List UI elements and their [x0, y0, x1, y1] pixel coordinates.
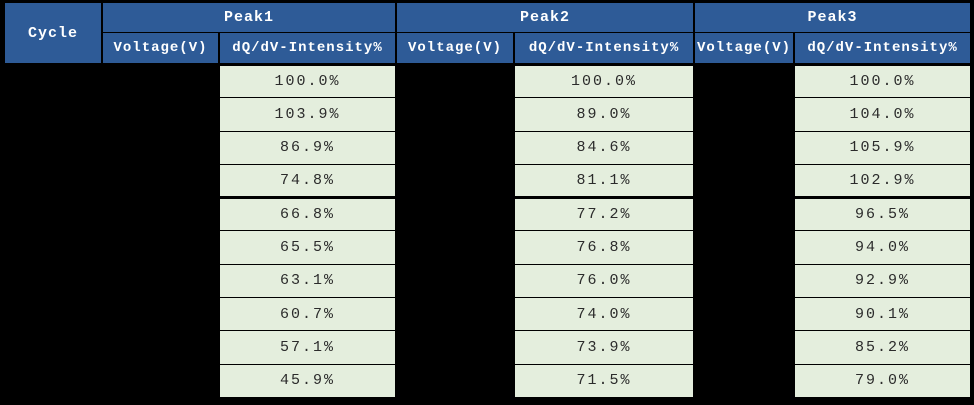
peak3-intensity-cell: 92.9% [793, 263, 973, 299]
peak1-intensity-cell: 63.1% [217, 263, 398, 299]
peak1-intensity-cell: 86.9% [217, 130, 398, 165]
peak3-voltage-cell-redacted [693, 63, 796, 99]
peak3-intensity-cell: 94.0% [793, 230, 973, 265]
table-row: 103.9% 89.0% 104.0% [3, 97, 973, 132]
table-row: 45.9% 71.5% 79.0% [3, 363, 973, 399]
peak1-voltage-cell-redacted [101, 230, 220, 265]
peak1-intensity-cell: 74.8% [217, 163, 398, 199]
peak3-voltage-cell-redacted [693, 97, 796, 132]
peak2-intensity-cell: 89.0% [513, 97, 696, 132]
table-row: 86.9% 84.6% 105.9% [3, 130, 973, 165]
peak3-voltage-cell-redacted [693, 130, 796, 165]
peak2-voltage-cell-redacted [395, 297, 516, 332]
peak1-intensity-cell: 66.8% [217, 196, 398, 232]
peak1-intensity-cell: 103.9% [217, 97, 398, 132]
peak3-voltage-cell-redacted [693, 330, 796, 365]
peak3-intensity-cell: 104.0% [793, 97, 973, 132]
peak2-voltage-cell-redacted [395, 163, 516, 199]
peak2-voltage-cell-redacted [395, 363, 516, 399]
table-header: Cycle Peak1 Peak2 Peak3 Voltage(V) dQ/dV… [3, 2, 973, 66]
peak1-voltage-cell-redacted [101, 297, 220, 332]
column-header-peak1: Peak1 [100, 2, 398, 33]
peak1-voltage-cell-redacted [101, 263, 220, 299]
peak3-voltage-cell-redacted [693, 196, 796, 232]
peak1-intensity-cell: 65.5% [217, 230, 398, 265]
cycle-cell-redacted [3, 330, 103, 365]
peak2-voltage-cell-redacted [395, 130, 516, 165]
cycle-cell-redacted [3, 163, 103, 199]
peak2-intensity-cell: 74.0% [513, 297, 696, 332]
column-header-cycle: Cycle [3, 2, 103, 66]
peak3-intensity-cell: 102.9% [793, 163, 973, 199]
cycle-cell-redacted [3, 230, 103, 265]
peak1-intensity-cell: 60.7% [217, 297, 398, 332]
column-header-peak1-voltage: Voltage(V) [101, 32, 220, 66]
peak2-voltage-cell-redacted [395, 63, 516, 99]
cycle-cell-redacted [3, 196, 103, 232]
table-row: 65.5% 76.8% 94.0% [3, 230, 973, 265]
cycle-cell-redacted [3, 363, 103, 399]
peak2-intensity-cell: 71.5% [513, 363, 696, 399]
table-body: 100.0% 100.0% 100.0% 103.9% 89.0% 104.0% 86.9%… [3, 63, 973, 399]
cycle-cell-redacted [3, 97, 103, 132]
table-row: 60.7% 74.0% 90.1% [3, 297, 973, 332]
peak2-intensity-cell: 76.8% [513, 230, 696, 265]
peak3-intensity-cell: 90.1% [793, 297, 973, 332]
table-row: 57.1% 73.9% 85.2% [3, 330, 973, 365]
sub-header-row: Voltage(V) dQ/dV-Intensity% Voltage(V) d… [4, 32, 973, 66]
peak1-intensity-cell: 45.9% [217, 363, 398, 399]
peak3-voltage-cell-redacted [693, 363, 796, 399]
peak2-voltage-cell-redacted [395, 263, 516, 299]
column-header-peak2: Peak2 [395, 2, 696, 33]
peak1-intensity-cell: 100.0% [217, 63, 398, 99]
table-row: 63.1% 76.0% 92.9% [3, 263, 973, 299]
peak3-intensity-cell: 105.9% [793, 130, 973, 165]
peak3-intensity-cell: 79.0% [793, 363, 973, 399]
peak3-intensity-cell: 85.2% [793, 330, 973, 365]
peak2-intensity-cell: 81.1% [513, 163, 696, 199]
peak1-voltage-cell-redacted [101, 163, 220, 199]
peak2-voltage-cell-redacted [395, 230, 516, 265]
column-header-peak3-voltage: Voltage(V) [693, 32, 796, 66]
peak2-intensity-cell: 76.0% [513, 263, 696, 299]
peak-intensity-table: Cycle Peak1 Peak2 Peak3 Voltage(V) dQ/dV… [3, 2, 973, 399]
peak3-intensity-cell: 100.0% [793, 63, 973, 99]
peak2-voltage-cell-redacted [395, 97, 516, 132]
peak1-voltage-cell-redacted [101, 330, 220, 365]
column-header-peak1-intensity: dQ/dV-Intensity% [217, 32, 398, 66]
column-header-peak3-intensity: dQ/dV-Intensity% [793, 32, 973, 66]
peak3-voltage-cell-redacted [693, 163, 796, 199]
cycle-cell-redacted [3, 297, 103, 332]
peak1-voltage-cell-redacted [101, 97, 220, 132]
peak2-intensity-cell: 84.6% [513, 130, 696, 165]
table-row: 66.8% 77.2% 96.5% [3, 196, 973, 232]
column-header-peak3: Peak3 [693, 2, 973, 33]
peak3-voltage-cell-redacted [693, 297, 796, 332]
peak1-voltage-cell-redacted [101, 63, 220, 99]
cycle-cell-redacted [3, 130, 103, 165]
peak1-intensity-cell: 57.1% [217, 330, 398, 365]
peak2-voltage-cell-redacted [395, 196, 516, 232]
table-row: 100.0% 100.0% 100.0% [3, 63, 973, 99]
peak2-voltage-cell-redacted [395, 330, 516, 365]
column-header-peak2-intensity: dQ/dV-Intensity% [513, 32, 696, 66]
peak3-voltage-cell-redacted [693, 230, 796, 265]
peak1-voltage-cell-redacted [101, 130, 220, 165]
peak-header-row: Cycle Peak1 Peak2 Peak3 [3, 2, 973, 66]
peak2-intensity-cell: 77.2% [513, 196, 696, 232]
peak1-voltage-cell-redacted [101, 363, 220, 399]
peak1-voltage-cell-redacted [101, 196, 220, 232]
column-header-peak2-voltage: Voltage(V) [395, 32, 516, 66]
cycle-cell-redacted [3, 63, 103, 99]
peak3-voltage-cell-redacted [693, 263, 796, 299]
table-row: 74.8% 81.1% 102.9% [3, 163, 973, 199]
peak3-intensity-cell: 96.5% [793, 196, 973, 232]
peak2-intensity-cell: 73.9% [513, 330, 696, 365]
peak2-intensity-cell: 100.0% [513, 63, 696, 99]
cycle-cell-redacted [3, 263, 103, 299]
